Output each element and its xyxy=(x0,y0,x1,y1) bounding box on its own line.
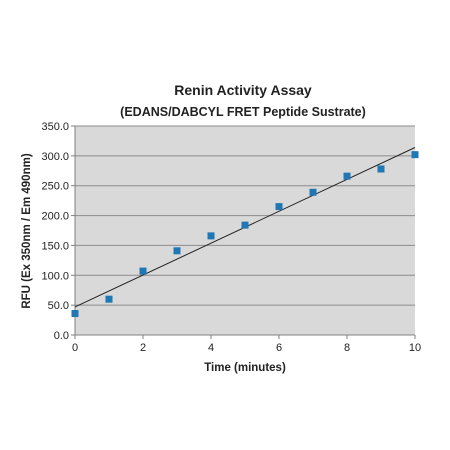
y-tick-label: 0.0 xyxy=(54,330,69,342)
plot-area xyxy=(75,126,415,335)
y-tick-label: 300.0 xyxy=(41,151,69,163)
chart-title: Renin Activity Assay xyxy=(174,82,312,98)
data-point xyxy=(207,232,215,240)
data-point xyxy=(411,151,419,159)
x-tick-label: 0 xyxy=(72,342,78,354)
y-tick-label: 350.0 xyxy=(41,121,69,133)
data-points xyxy=(71,151,419,318)
data-point xyxy=(275,203,283,211)
data-point xyxy=(71,310,79,318)
x-tick-label: 6 xyxy=(276,342,282,354)
y-tick-label: 50.0 xyxy=(48,300,69,312)
x-tick-label: 2 xyxy=(140,342,146,354)
y-axis-ticks: 0.0 50.0 100.0 150.0 200.0 250.0 300.0 350.0 xyxy=(41,121,75,342)
data-point xyxy=(377,165,385,173)
x-tick-label: 4 xyxy=(208,342,214,354)
data-point xyxy=(105,295,113,303)
y-tick-label: 150.0 xyxy=(41,240,69,252)
data-point xyxy=(173,247,181,255)
y-tick-label: 100.0 xyxy=(41,270,69,282)
data-point xyxy=(343,172,351,180)
x-axis-ticks: 0 2 4 6 8 10 xyxy=(72,335,421,354)
y-tick-label: 250.0 xyxy=(41,181,69,193)
data-point xyxy=(241,221,249,229)
x-axis-label: Time (minutes) xyxy=(204,362,286,374)
y-tick-label: 200.0 xyxy=(41,211,69,223)
data-point xyxy=(309,188,317,196)
chart-subtitle: (EDANS/DABCYL FRET Peptide Sustrate) xyxy=(120,105,366,119)
x-tick-label: 8 xyxy=(344,342,350,354)
y-axis-label: RFU (Ex 350nm / Em 490nm) xyxy=(21,153,33,308)
gridlines xyxy=(75,125,415,306)
x-tick-label: 10 xyxy=(409,342,421,354)
data-point xyxy=(139,267,147,275)
